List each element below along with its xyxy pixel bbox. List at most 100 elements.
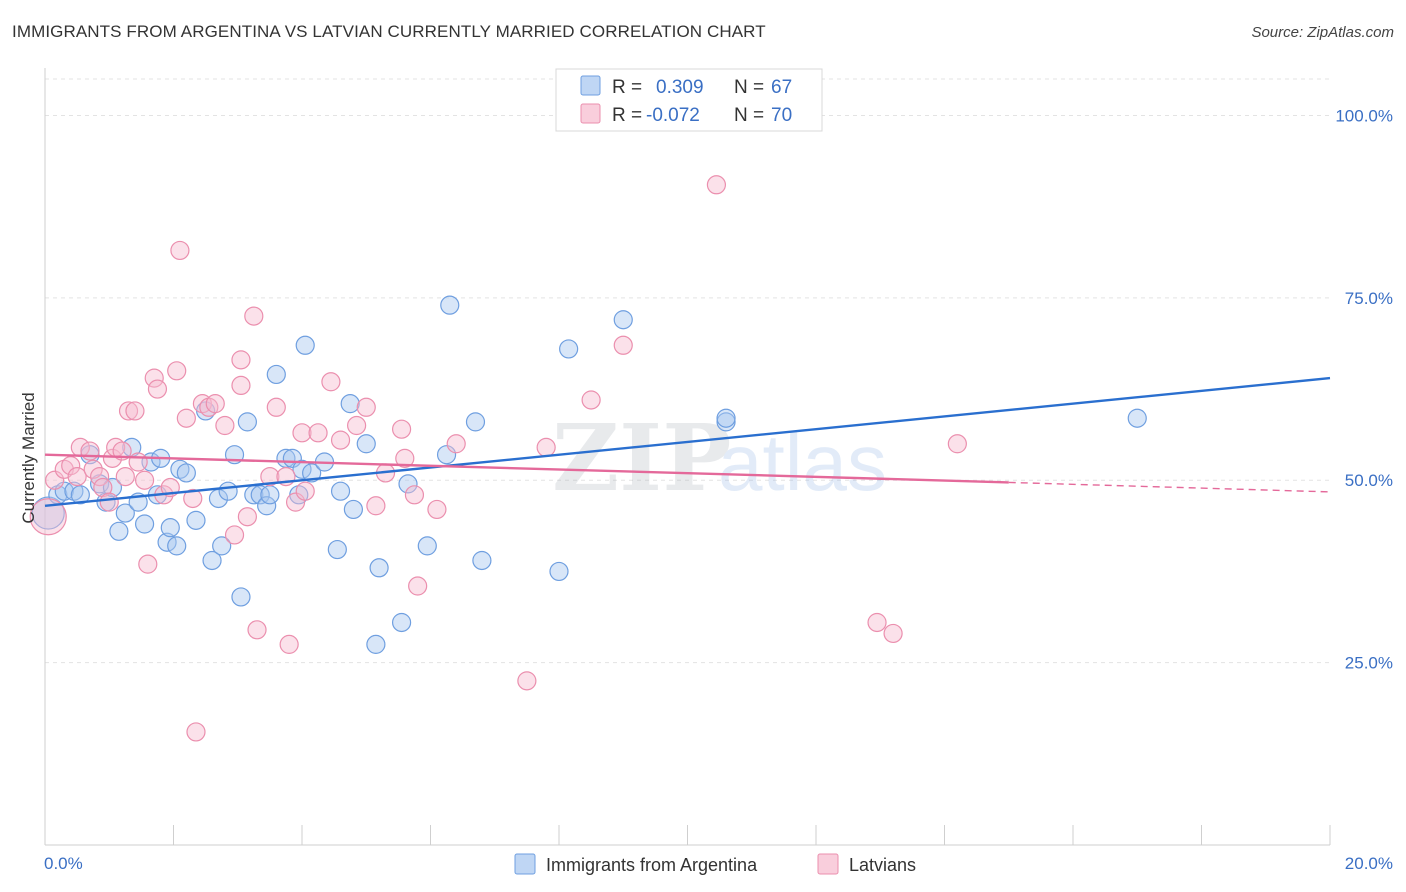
y-axis-title: Currently Married [19, 392, 38, 523]
point-argentina [109, 521, 129, 541]
point-argentina [257, 496, 277, 516]
point-latvians [61, 456, 81, 476]
point-latvians [224, 525, 245, 545]
point-latvians [144, 368, 164, 388]
point-latvians [237, 507, 257, 527]
axes [44, 68, 1331, 846]
legend-n-value: 67 [771, 77, 792, 98]
trend-lines [44, 376, 1331, 507]
trendline-argentina [44, 376, 1331, 507]
point-latvians [330, 430, 351, 450]
point-argentina [218, 481, 238, 501]
point-argentina [54, 481, 74, 501]
point-latvians [147, 379, 168, 399]
point-latvians [356, 397, 376, 417]
point-latvians [231, 350, 251, 370]
y-tick-label: 25.0% [1345, 654, 1393, 673]
point-latvians [244, 306, 264, 326]
point-latvians [404, 485, 425, 505]
point-latvians [706, 175, 727, 195]
point-latvians [247, 620, 267, 640]
y-tick-label: 50.0% [1345, 471, 1393, 490]
data-points [29, 175, 1147, 742]
point-argentina [613, 310, 633, 330]
legend-r-value: 0.309 [656, 77, 704, 98]
legend-r-label: R = [612, 77, 642, 98]
point-argentina [170, 459, 190, 479]
point-argentina [716, 408, 736, 428]
point-latvians [308, 423, 328, 443]
legend-n-label: N = [734, 105, 764, 126]
point-argentina [167, 536, 187, 556]
point-argentina [212, 536, 232, 556]
point-argentina [64, 481, 84, 501]
point-latvians [391, 419, 412, 439]
point-argentina [549, 561, 569, 582]
point-argentina [70, 485, 90, 505]
legend-r-value: -0.072 [646, 105, 700, 126]
y-tick-label: 100.0% [1335, 106, 1393, 125]
point-argentina [559, 339, 579, 359]
point-latvians [205, 394, 225, 414]
point-latvians [581, 390, 601, 410]
point-argentina [260, 485, 280, 505]
watermark: ZIP atlas [552, 404, 887, 512]
bottom-legend-swatch-argentina [514, 853, 536, 875]
point-latvians [45, 470, 65, 490]
point-argentina [266, 364, 286, 385]
point-latvians [183, 488, 203, 509]
legend-box: R = 0.309 N = 67 R = -0.072 N = 70 [555, 68, 823, 132]
point-latvians [613, 335, 633, 355]
x-tick-labels: 0.0% 20.0% [44, 854, 1393, 873]
point-argentina [436, 445, 457, 465]
point-argentina [302, 463, 322, 483]
point-latvians [292, 423, 312, 443]
point-latvians [260, 466, 280, 487]
point-argentina [391, 612, 412, 633]
legend-row-argentina: R = 0.309 N = 67 [580, 75, 792, 98]
point-latvians [199, 397, 219, 417]
point-latvians [347, 415, 367, 436]
point-latvians [67, 466, 87, 487]
point-latvians [134, 470, 155, 490]
point-argentina [186, 510, 206, 530]
point-latvians [427, 499, 447, 520]
point-latvians [867, 612, 887, 633]
point-latvians [366, 496, 386, 516]
y-tick-labels: 25.0% 50.0% 75.0% 100.0% [1335, 106, 1393, 672]
point-argentina [176, 463, 196, 483]
point-argentina [366, 634, 386, 654]
point-argentina [398, 474, 418, 494]
legend-swatch-argentina [580, 75, 601, 96]
bottom-legend: Immigrants from Argentina Latvians [514, 853, 916, 875]
point-argentina [231, 587, 251, 607]
point-argentina [292, 459, 312, 479]
watermark-zip: ZIP [552, 404, 731, 512]
point-latvians [408, 576, 428, 596]
gridlines [45, 78, 1330, 664]
trendline-latvians-extrapolated [1008, 481, 1331, 493]
source-credit: Source: ZipAtlas.com [1251, 24, 1394, 41]
point-latvians [279, 634, 299, 654]
bottom-legend-label-argentina: Immigrants from Argentina [546, 855, 758, 875]
point-argentina [115, 503, 135, 523]
x-tick-label-end: 20.0% [1345, 854, 1393, 873]
point-argentina [160, 518, 180, 538]
point-argentina [356, 434, 376, 454]
x-tick-label-start: 0.0% [44, 854, 83, 873]
point-argentina [472, 550, 492, 571]
point-argentina [327, 539, 347, 560]
point-latvians [118, 401, 139, 421]
point-latvians [446, 434, 466, 454]
point-latvians [29, 498, 67, 536]
point-latvians [170, 240, 190, 261]
point-latvians [90, 466, 110, 487]
point-latvians [112, 441, 132, 461]
trendline-latvians [44, 453, 1009, 484]
point-argentina [340, 394, 360, 414]
point-argentina [102, 477, 123, 498]
point-argentina [1127, 408, 1147, 428]
point-latvians [99, 492, 119, 512]
point-argentina [202, 550, 222, 571]
